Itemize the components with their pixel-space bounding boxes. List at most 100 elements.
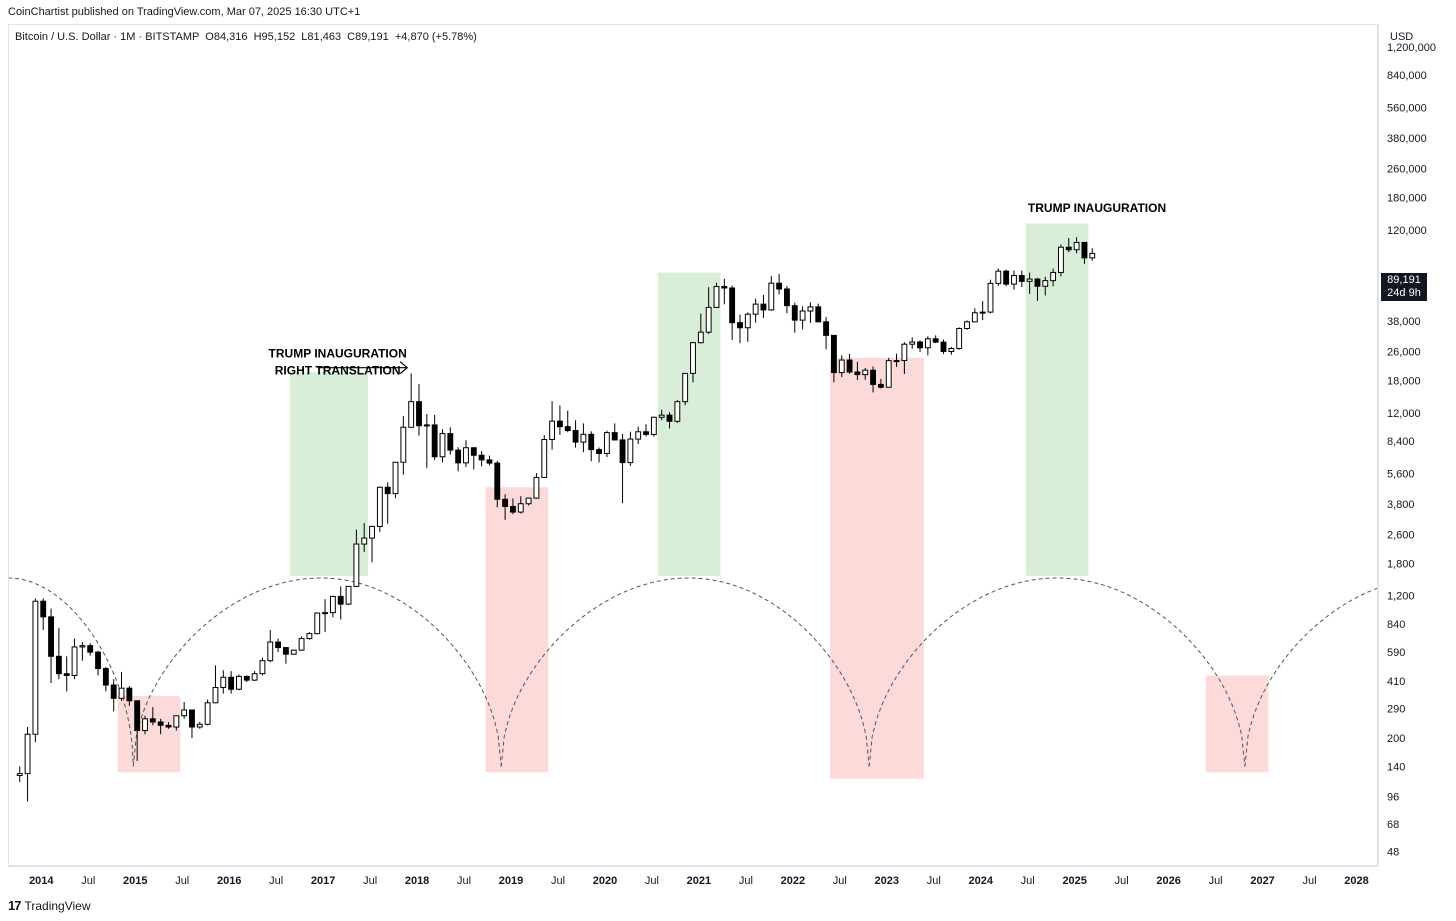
candle-up [408, 401, 415, 428]
candle-up [345, 585, 352, 605]
cycle-zone-red [1205, 675, 1269, 773]
price-tick-label: 1,200,000 [1387, 42, 1436, 54]
candle-down [494, 462, 501, 500]
candle-down [932, 338, 939, 343]
candle-up [142, 718, 148, 732]
candle-down [1065, 246, 1072, 251]
candle-down [87, 645, 94, 653]
time-tick-label: Jul [269, 875, 283, 887]
last-price-label: 89,191 24d 9h [1381, 273, 1427, 301]
candle-up [423, 424, 430, 427]
currency-label[interactable]: USD [1390, 31, 1414, 43]
candle-up [744, 313, 751, 329]
candle-down [611, 432, 618, 441]
time-tick-label: 2024 [969, 875, 994, 887]
candle-down [126, 687, 133, 702]
candle-down [431, 424, 438, 458]
time-tick-label: Jul [1115, 875, 1129, 887]
candle-down [416, 401, 422, 427]
candle-down [556, 420, 563, 428]
candle-up [236, 675, 242, 690]
candle-up [580, 433, 587, 443]
footer-brand[interactable]: 17 TradingView [8, 898, 91, 913]
candle-down [666, 414, 673, 422]
candle-down [486, 459, 493, 464]
candle-up [705, 306, 712, 333]
candle-down [830, 334, 837, 374]
candle-down [721, 286, 728, 289]
candle-down [619, 439, 626, 464]
candle-down [149, 718, 156, 723]
candle-down [776, 282, 783, 290]
candle-up [549, 420, 556, 441]
time-tick-label: Jul [927, 875, 941, 887]
candle-up [901, 343, 908, 362]
price-tick-label: 290 [1387, 704, 1405, 716]
candle-up [353, 543, 360, 587]
candle-up [463, 447, 469, 464]
time-tick-label: 2028 [1344, 875, 1368, 887]
candle-up [314, 612, 321, 635]
time-tick-label: Jul [363, 875, 377, 887]
candle-down [791, 305, 798, 321]
annotation-text: RIGHT TRANSLATION [275, 364, 401, 378]
candle-up [181, 709, 188, 717]
candle-up [204, 702, 211, 725]
candle-down [1018, 275, 1025, 282]
candle-up [369, 525, 375, 539]
time-tick-label: Jul [81, 875, 95, 887]
candle-up [173, 715, 180, 728]
annotation-text: TRUMP INAUGURATION [269, 347, 407, 361]
cycle-zone-green [1025, 223, 1089, 576]
candle-down [596, 449, 602, 454]
time-tick-label: Jul [457, 875, 471, 887]
cycle-arc [500, 577, 870, 767]
candle-up [361, 537, 368, 545]
symbol-legend[interactable]: Bitcoin / U.S. Dollar · 1M · BITSTAMP O8… [15, 31, 477, 43]
price-tick-label: 18,000 [1387, 376, 1421, 388]
time-tick-label: 2015 [123, 875, 147, 887]
candle-down [846, 359, 853, 373]
candle-up [979, 311, 986, 314]
candle-up [79, 645, 86, 648]
candle-up [196, 723, 203, 728]
price-tick-label: 1,200 [1387, 591, 1415, 603]
candle-down [40, 600, 47, 618]
price-tick-label: 260,000 [1387, 163, 1427, 175]
price-tick-label: 120,000 [1387, 225, 1427, 237]
brand-name: TradingView [24, 898, 91, 913]
annotation-text: TRUMP INAUGURATION [1028, 201, 1166, 215]
time-tick-label: Jul [739, 875, 753, 887]
candle-up [697, 331, 704, 344]
candle-down [275, 641, 282, 649]
candle-down [478, 454, 485, 461]
price-tick-label: 12,000 [1387, 408, 1421, 420]
price-tick-label: 180,000 [1387, 193, 1427, 205]
candle-up [956, 328, 963, 349]
time-tick-label: 2017 [311, 875, 335, 887]
candle-up [1026, 278, 1033, 282]
time-tick-label: Jul [645, 875, 659, 887]
candle-up [251, 673, 258, 681]
plot-layer [9, 223, 1377, 802]
time-tick-label: 2022 [781, 875, 805, 887]
candle-up [376, 486, 383, 527]
candle-down [760, 303, 767, 311]
time-tick-label: 2018 [405, 875, 429, 887]
candle-down [95, 651, 101, 670]
time-tick-label: 2020 [593, 875, 617, 887]
price-tick-label: 560,000 [1387, 102, 1427, 114]
candle-countdown: 24d 9h [1387, 287, 1421, 299]
candle-up [71, 646, 78, 676]
tradingview-logo-icon: 17 [8, 898, 22, 913]
candle-up [885, 360, 892, 388]
candle-down [572, 430, 579, 443]
chart-pane[interactable] [8, 24, 1378, 866]
time-scale-divider [8, 866, 1378, 867]
candle-up [768, 282, 775, 311]
candle-up [267, 641, 274, 662]
time-tick-label: Jul [175, 875, 189, 887]
candle-up [658, 414, 665, 418]
candle-up [541, 439, 548, 478]
candle-up [259, 660, 266, 675]
